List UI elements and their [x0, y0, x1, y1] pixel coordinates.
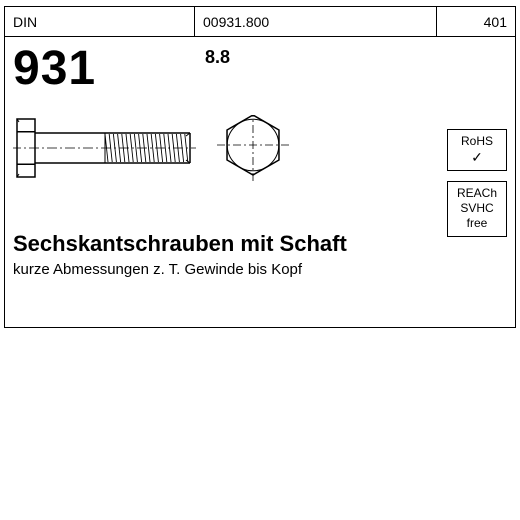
header-standard: DIN [5, 7, 195, 36]
bolt-drawing [13, 115, 293, 195]
strength-class: 8.8 [205, 47, 230, 68]
header-code-label: 401 [484, 14, 507, 30]
product-subtitle: kurze Abmessungen z. T. Gewinde bis Kopf [13, 261, 302, 278]
header-code: 401 [437, 7, 515, 36]
header-article: 00931.800 [195, 7, 437, 36]
reach-badge: REACh SVHC free [447, 181, 507, 237]
product-title: Sechskantschrauben mit Schaft [13, 231, 347, 257]
reach-line3: free [450, 216, 504, 231]
rohs-badge: RoHS ✓ [447, 129, 507, 171]
header-row: DIN 00931.800 401 [5, 7, 515, 37]
body-area: 931 8.8 Sechskantschrauben mit Schaft ku… [5, 37, 515, 327]
reach-line1: REACh [450, 186, 504, 201]
reach-line2: SVHC [450, 201, 504, 216]
rohs-label: RoHS [450, 134, 504, 149]
header-standard-label: DIN [13, 14, 37, 30]
header-article-label: 00931.800 [203, 14, 269, 30]
product-spec-card: DIN 00931.800 401 931 8.8 Sechskantschra… [0, 0, 520, 520]
spec-frame: DIN 00931.800 401 931 8.8 Sechskantschra… [4, 6, 516, 328]
check-icon: ✓ [450, 149, 504, 167]
din-number: 931 [13, 41, 96, 96]
